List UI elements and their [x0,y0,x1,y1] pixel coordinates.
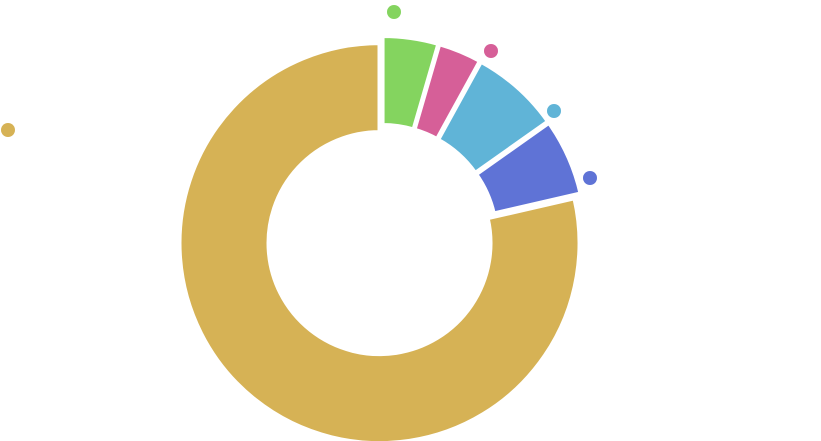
donut-slice-5[interactable] [177,41,582,441]
legend-dots-layer [1,5,597,185]
slices-layer [177,34,583,441]
legend-dot-5[interactable] [1,123,15,137]
legend-dot-3[interactable] [547,104,561,118]
donut-slice-4[interactable] [474,120,583,216]
legend-dot-2[interactable] [484,44,498,58]
legend-dot-1[interactable] [387,5,401,19]
legend-dot-4[interactable] [583,171,597,185]
